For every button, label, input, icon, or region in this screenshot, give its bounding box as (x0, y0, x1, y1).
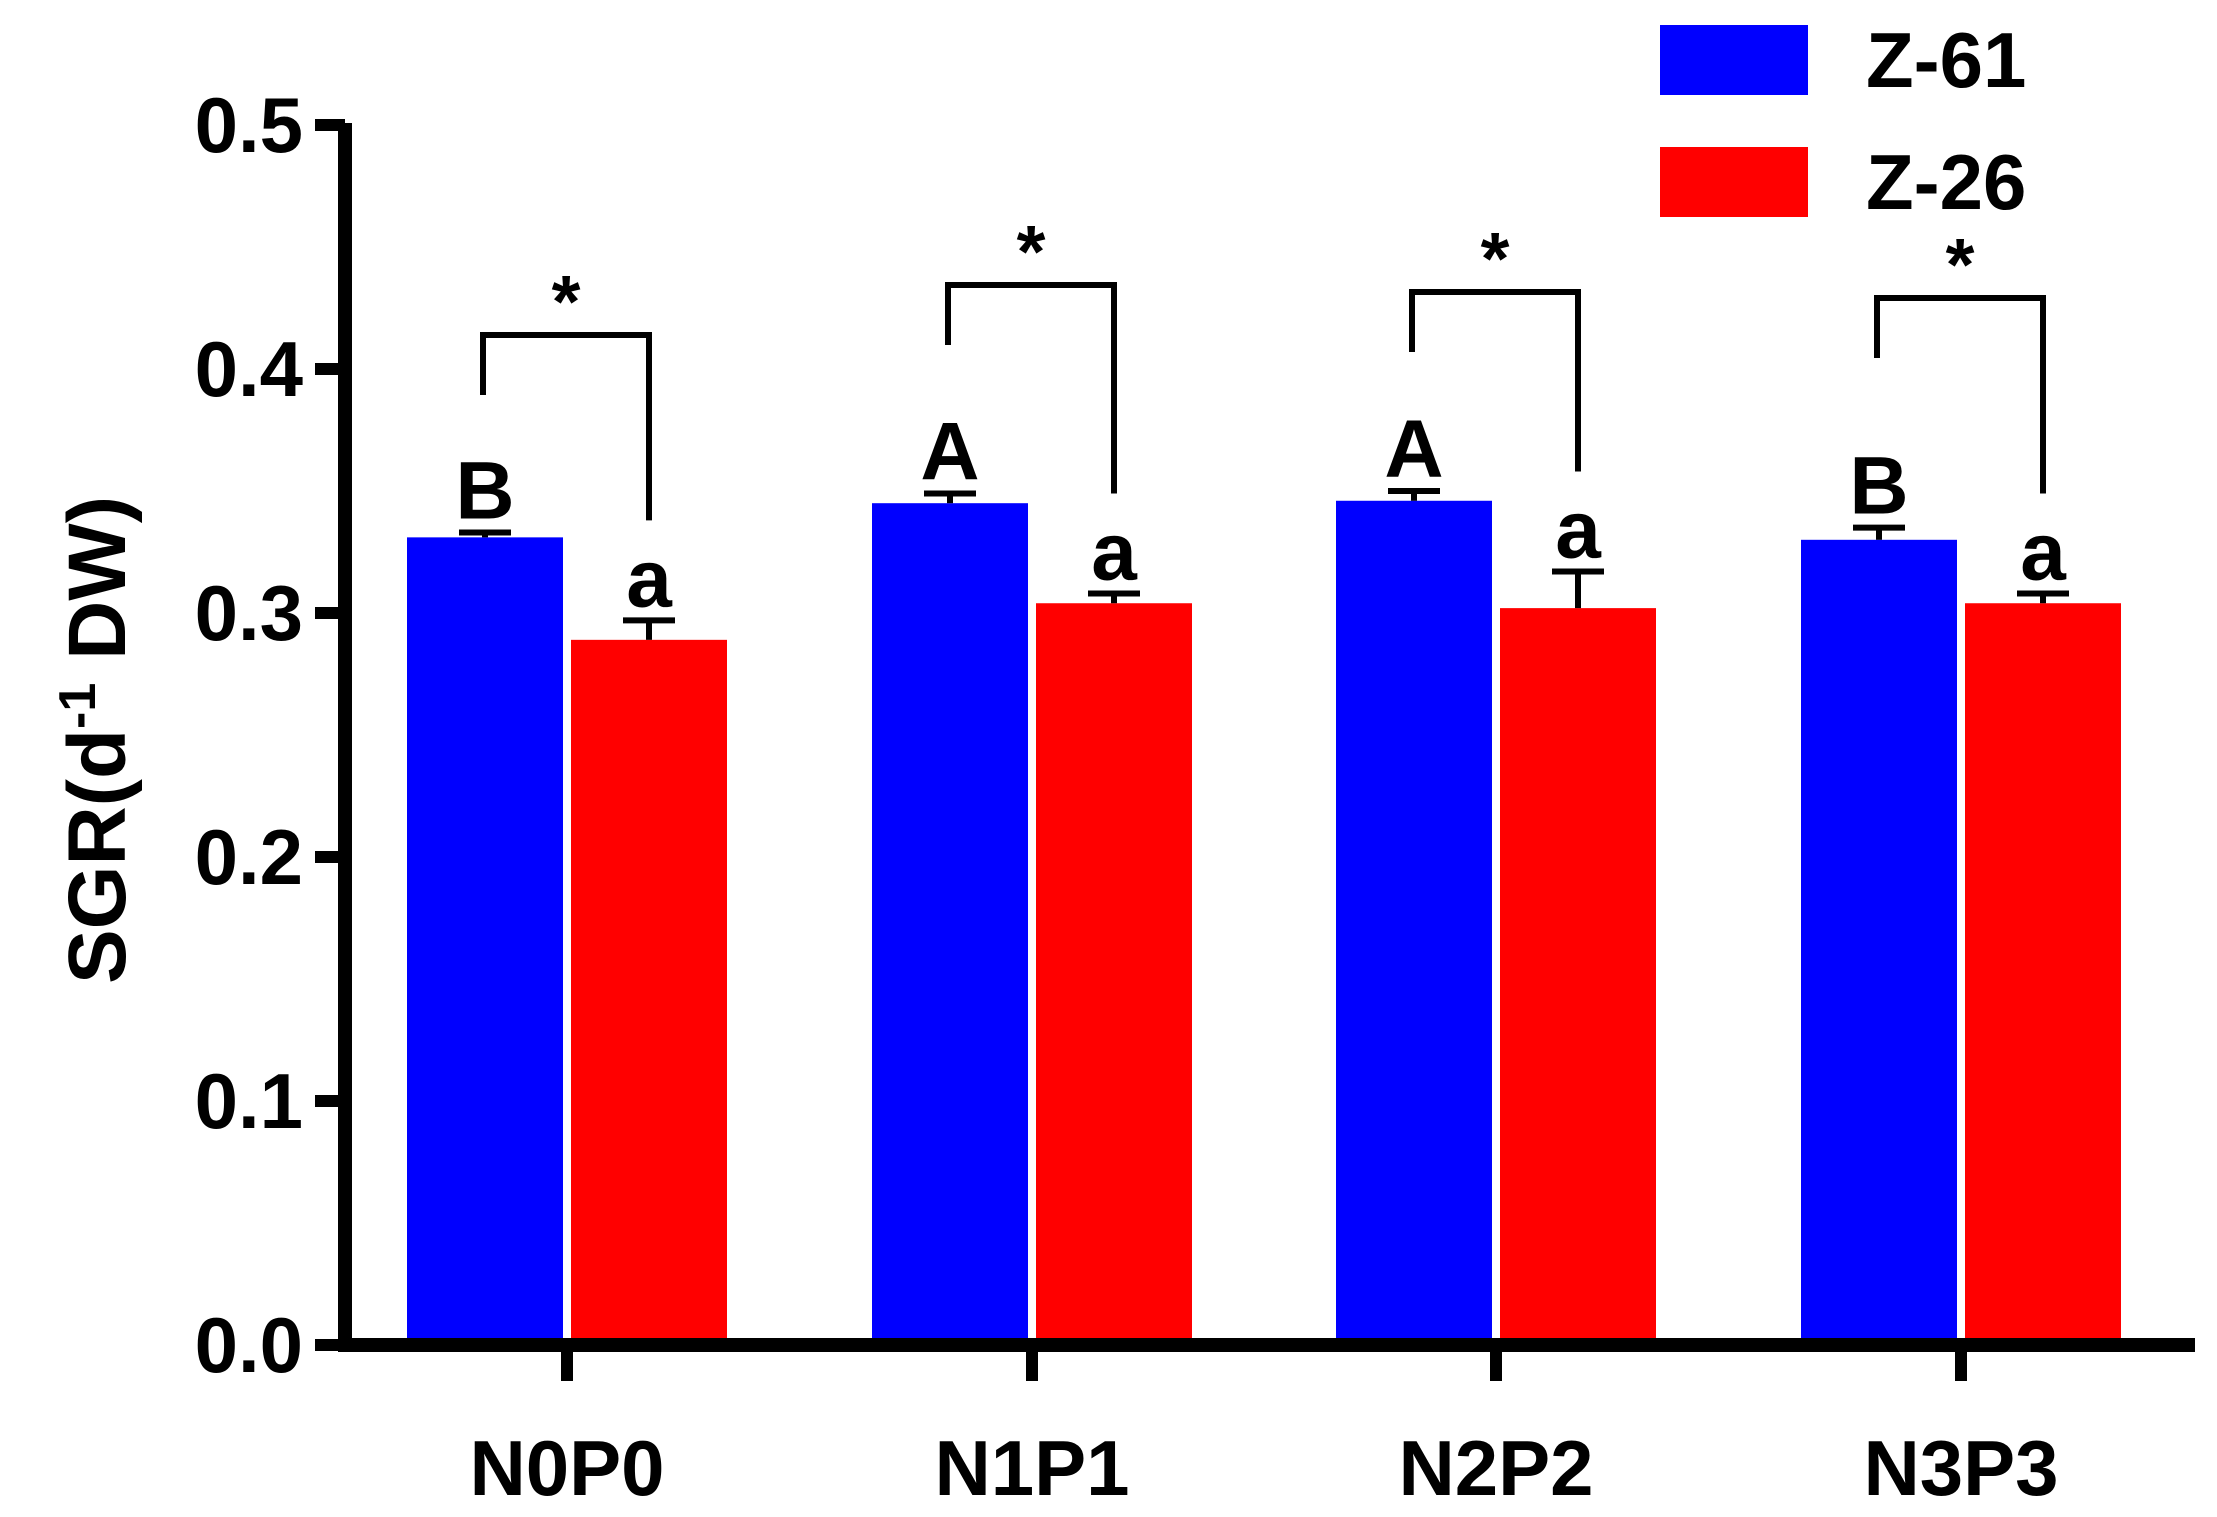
axes: 0.0 0.1 0.2 0.3 0.4 0.5 N0P0 N1P1 N2P2 N3P3 (195, 81, 2195, 1512)
bar (407, 537, 563, 1345)
y-tick-label: 0.1 (195, 1057, 303, 1145)
significance-star: * (1017, 210, 1046, 293)
y-axis-title: SGR(d-1 DW) (49, 496, 143, 984)
significance-letter: A (1384, 404, 1443, 495)
y-tick-label: 0.0 (195, 1301, 303, 1389)
bars-layer (407, 500, 2121, 1345)
y-tick-label: 0.4 (195, 325, 303, 413)
significance-bracket (480, 332, 652, 521)
bar (1965, 603, 2121, 1345)
significance-star: * (1946, 223, 1975, 306)
x-tick-label: N1P1 (934, 1424, 1129, 1512)
letters-layer: B A A Ba a a a (455, 404, 2067, 624)
y-axis-title-main: SGR(d (52, 729, 143, 984)
significance-bracket (1874, 295, 2046, 494)
significance-letter: a (1555, 485, 1602, 576)
y-tick-label: 0.3 (195, 569, 303, 657)
legend-swatch-z61 (1660, 25, 1808, 95)
y-axis-title-rest: DW) (52, 496, 143, 683)
x-tick-label: N0P0 (469, 1424, 664, 1512)
bar (872, 503, 1028, 1345)
bar (1336, 500, 1492, 1345)
significance-layer: * * * * (480, 210, 2046, 521)
significance-star: * (1481, 217, 1510, 300)
significance-letter: B (455, 445, 514, 536)
y-tick-label: 0.2 (195, 813, 303, 901)
y-tick-label: 0.5 (195, 81, 303, 169)
legend: Z-61 Z-26 (1660, 16, 2026, 226)
legend-swatch-z26 (1660, 147, 1808, 217)
y-axis-title-sup: -1 (49, 683, 107, 729)
significance-bracket (945, 282, 1117, 494)
x-tick-label: N3P3 (1863, 1424, 2058, 1512)
significance-star: * (552, 260, 581, 343)
bar (1036, 603, 1192, 1345)
error-bars-layer (459, 488, 2069, 640)
significance-letter: a (2020, 506, 2067, 597)
bar (1500, 608, 1656, 1345)
bar (1801, 539, 1957, 1345)
significance-letter: a (626, 533, 673, 624)
significance-letter: A (920, 406, 979, 497)
significance-letter: B (1849, 441, 1908, 532)
x-tick-label: N2P2 (1398, 1424, 1593, 1512)
significance-letter: a (1091, 506, 1138, 597)
significance-bracket (1409, 289, 1581, 472)
bar (571, 639, 727, 1345)
legend-label-z26: Z-26 (1866, 138, 2026, 226)
x-ticks: N0P0 N1P1 N2P2 N3P3 (469, 1345, 2059, 1512)
y-ticks: 0.0 0.1 0.2 0.3 0.4 0.5 (195, 81, 345, 1389)
legend-label-z61: Z-61 (1866, 16, 2026, 104)
